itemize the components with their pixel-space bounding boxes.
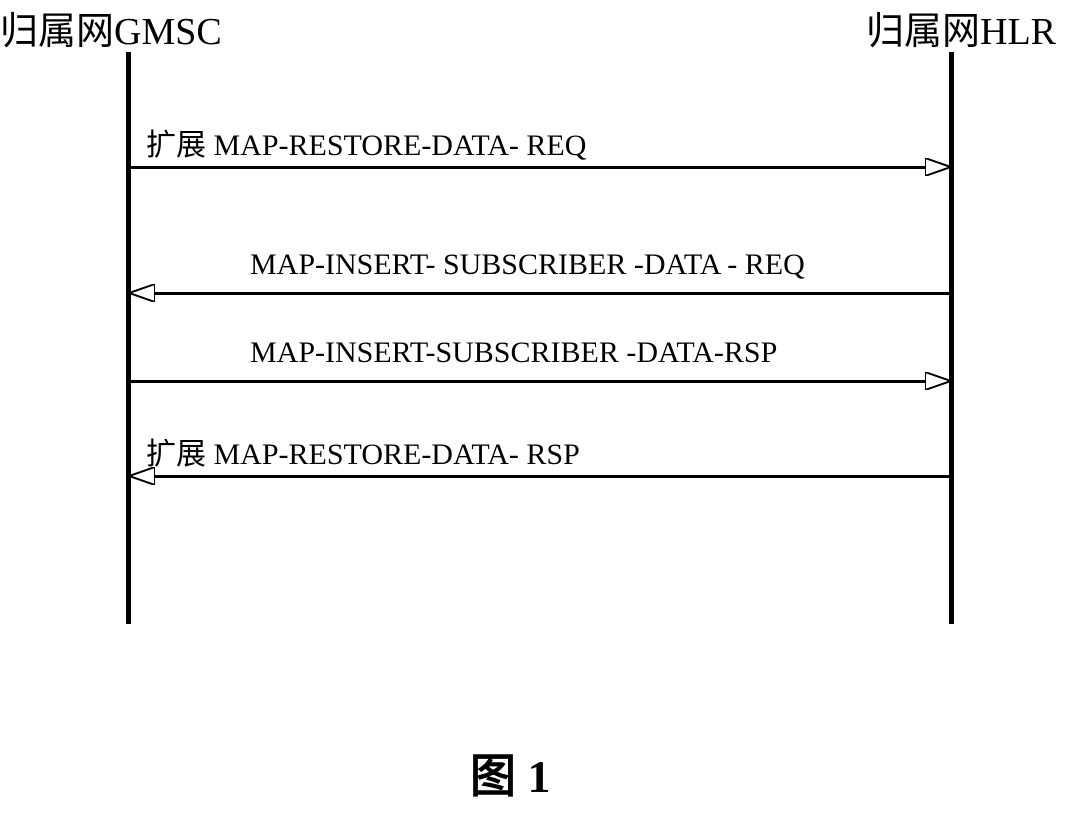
message-1-arrow-line	[131, 166, 931, 169]
message-3-label: MAP-INSERT-SUBSCRIBER -DATA-RSP	[250, 336, 777, 370]
lifeline-left	[126, 52, 131, 624]
arrow-left-icon	[129, 467, 155, 485]
message-2-label: MAP-INSERT- SUBSCRIBER -DATA - REQ	[250, 248, 805, 282]
arrow-right-icon	[925, 158, 951, 176]
message-4-text: MAP-RESTORE-DATA- RSP	[214, 438, 580, 471]
message-3-arrow-line	[131, 380, 931, 383]
participant-right-label: 归属网HLR	[866, 0, 1056, 55]
message-1-text: MAP-RESTORE-DATA- REQ	[214, 129, 587, 162]
message-1-prefix: 扩展	[146, 129, 206, 162]
sequence-diagram: 归属网GMSC 归属网HLR 扩展 MAP-RESTORE-DATA- REQ …	[0, 0, 1077, 838]
message-4-arrow-line	[149, 475, 951, 478]
message-2-arrow-line	[149, 292, 951, 295]
message-4-label: 扩展 MAP-RESTORE-DATA- RSP	[146, 429, 580, 473]
arrow-right-icon	[925, 372, 951, 390]
arrow-left-icon	[129, 284, 155, 302]
message-4-prefix: 扩展	[146, 438, 206, 471]
figure-caption: 图 1	[470, 740, 551, 806]
lifeline-right	[949, 52, 954, 624]
message-1-label: 扩展 MAP-RESTORE-DATA- REQ	[146, 120, 586, 164]
message-3-text: MAP-INSERT-SUBSCRIBER -DATA-RSP	[250, 336, 777, 369]
message-2-text: MAP-INSERT- SUBSCRIBER -DATA - REQ	[250, 248, 805, 281]
participant-left-label: 归属网GMSC	[0, 0, 222, 55]
